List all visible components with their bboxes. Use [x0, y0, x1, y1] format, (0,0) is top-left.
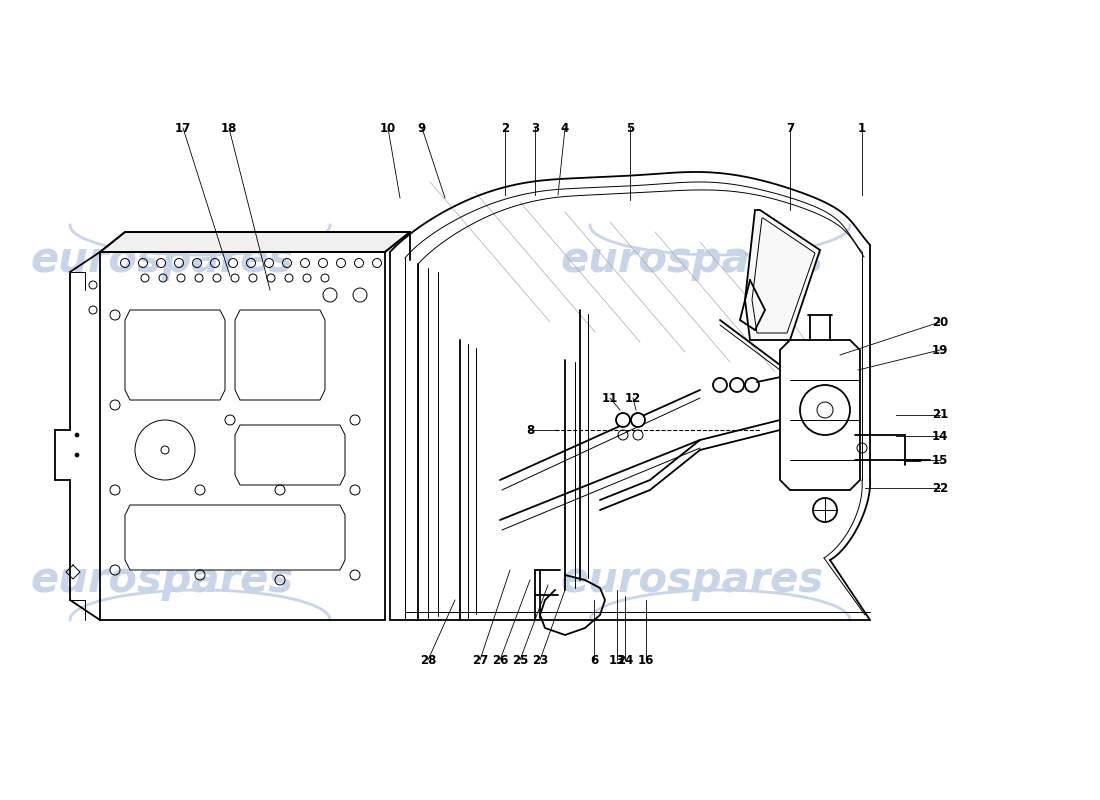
Polygon shape [125, 505, 345, 570]
Text: 22: 22 [932, 482, 948, 494]
Circle shape [75, 453, 79, 457]
Text: 14: 14 [932, 430, 948, 442]
Polygon shape [235, 425, 345, 485]
Text: 6: 6 [590, 654, 598, 666]
Text: eurospares: eurospares [560, 239, 823, 281]
Text: 7: 7 [785, 122, 794, 134]
Text: 5: 5 [626, 122, 634, 134]
Text: 17: 17 [175, 122, 191, 134]
Polygon shape [745, 210, 820, 340]
Text: eurospares: eurospares [30, 559, 293, 601]
Text: 27: 27 [472, 654, 488, 666]
Text: 9: 9 [418, 122, 426, 134]
Text: 4: 4 [561, 122, 569, 134]
Text: 11: 11 [602, 391, 618, 405]
Circle shape [616, 413, 630, 427]
Text: 13: 13 [609, 654, 625, 666]
Text: 8: 8 [526, 423, 535, 437]
Text: 19: 19 [932, 343, 948, 357]
Polygon shape [820, 415, 840, 445]
Text: 18: 18 [221, 122, 238, 134]
Text: 16: 16 [638, 654, 654, 666]
Text: 12: 12 [625, 391, 641, 405]
Circle shape [730, 378, 744, 392]
Polygon shape [125, 310, 226, 400]
Circle shape [75, 433, 79, 437]
Text: 25: 25 [512, 654, 528, 666]
Text: eurospares: eurospares [560, 559, 823, 601]
Text: 10: 10 [379, 122, 396, 134]
Text: 21: 21 [932, 409, 948, 422]
Text: 20: 20 [932, 315, 948, 329]
Text: 15: 15 [932, 454, 948, 466]
Text: 3: 3 [531, 122, 539, 134]
Text: 24: 24 [617, 654, 634, 666]
Text: 2: 2 [500, 122, 509, 134]
Circle shape [631, 413, 645, 427]
Text: 28: 28 [420, 654, 437, 666]
Text: eurospares: eurospares [30, 239, 293, 281]
Circle shape [745, 378, 759, 392]
Text: 1: 1 [858, 122, 866, 134]
Polygon shape [780, 340, 860, 490]
Polygon shape [235, 310, 324, 400]
Text: 26: 26 [492, 654, 508, 666]
Circle shape [713, 378, 727, 392]
Text: 23: 23 [532, 654, 548, 666]
Polygon shape [100, 232, 410, 252]
